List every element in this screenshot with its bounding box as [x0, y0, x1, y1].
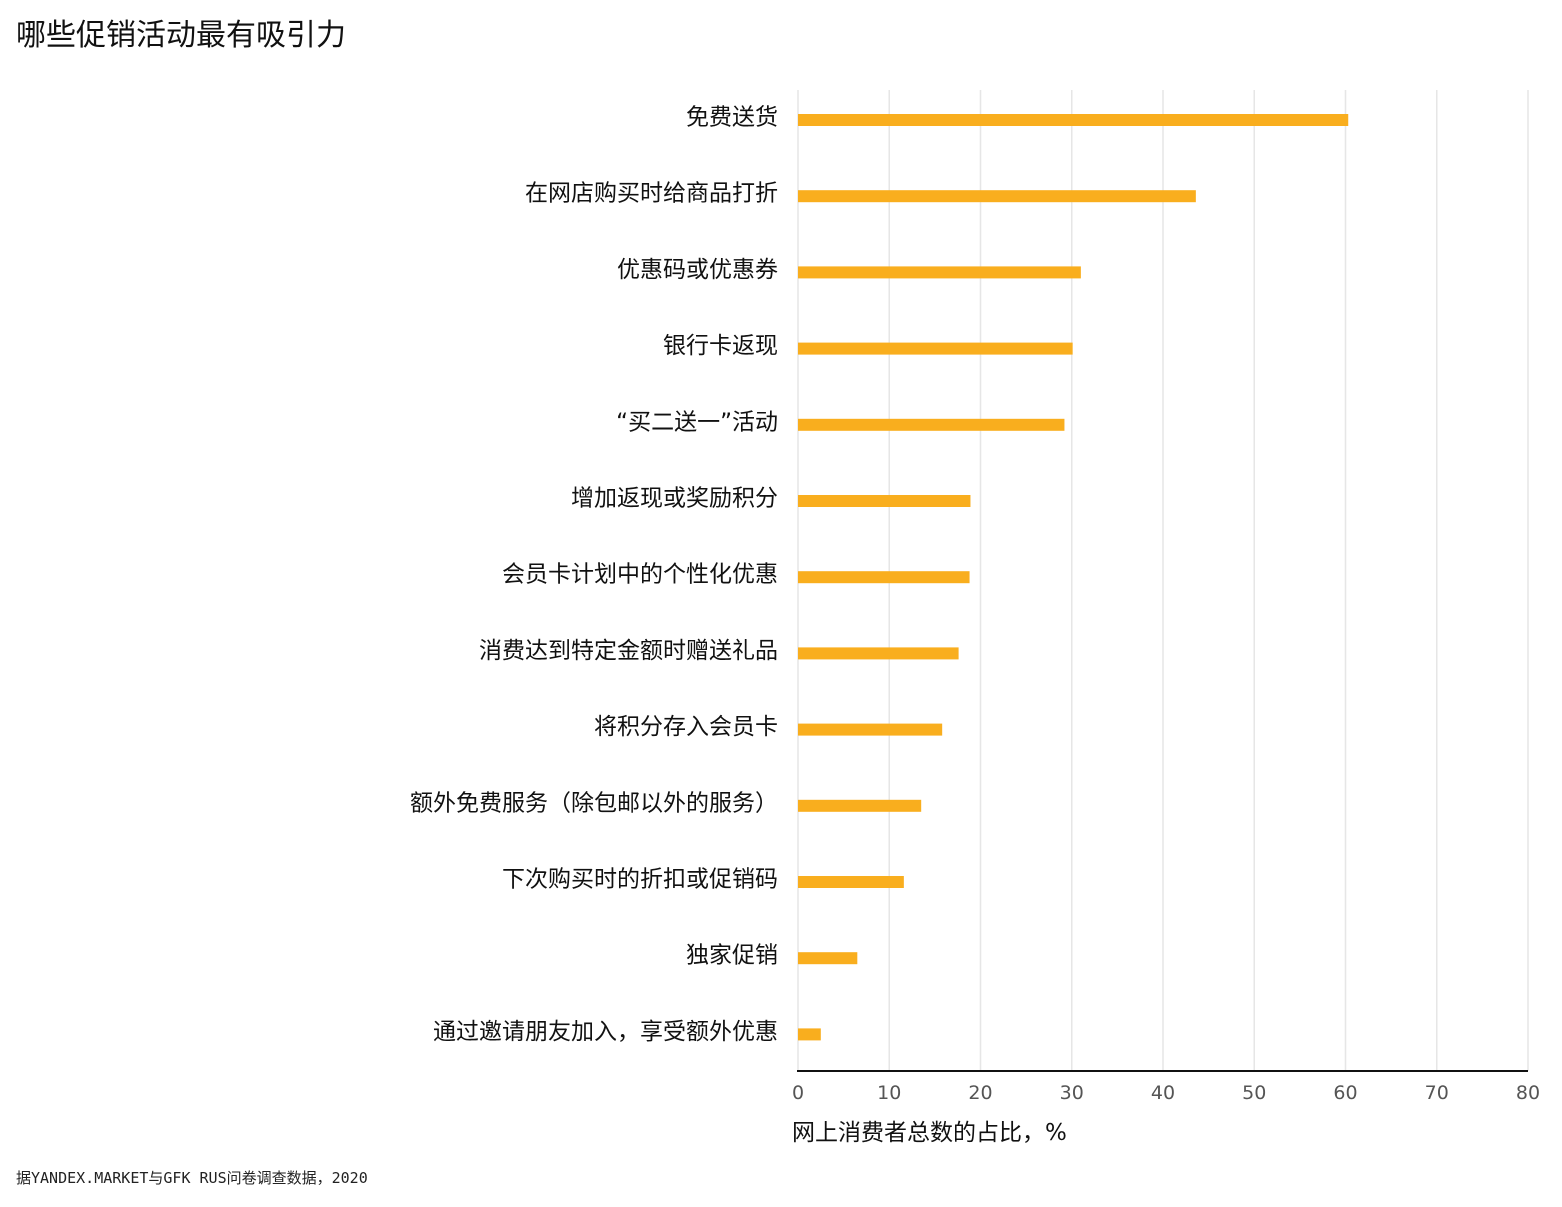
bar-7	[798, 571, 970, 584]
bar-9	[798, 723, 943, 736]
category-label-9: 将积分存入会员卡	[594, 714, 778, 740]
x-tick-label-80: 80	[1516, 1082, 1540, 1104]
category-label-5: “买二送一”活动	[616, 409, 778, 435]
bars	[798, 114, 1349, 1041]
bar-6	[798, 495, 971, 507]
category-label-11: 下次购买时的折扣或促销码	[502, 867, 778, 893]
bar-12	[798, 952, 858, 965]
x-tick-label-70: 70	[1425, 1082, 1449, 1104]
category-label-6: 增加返现或奖励积分	[571, 486, 778, 512]
bar-11	[798, 876, 904, 888]
bar-1	[798, 114, 1349, 126]
category-label-4: 银行卡返现	[663, 333, 778, 359]
category-label-3: 优惠码或优惠券	[617, 257, 778, 283]
bar-5	[798, 418, 1065, 431]
x-tick-label-40: 40	[1151, 1082, 1175, 1104]
bar-2	[798, 190, 1196, 203]
x-axis: 0 10 20 30 40 50 60 70 80	[792, 1070, 1540, 1104]
bar-4	[798, 342, 1073, 355]
source-note: 据YANDEX.MARKET与GFK RUS问卷调查数据，2020	[16, 1169, 368, 1187]
category-label-2: 在网店购买时给商品打折	[525, 181, 778, 207]
x-tick-label-30: 30	[1060, 1082, 1084, 1104]
chart-title: 哪些促销活动最有吸引力	[16, 18, 346, 53]
x-tick-label-50: 50	[1242, 1082, 1266, 1104]
category-label-7: 会员卡计划中的个性化优惠	[502, 562, 778, 588]
category-label-12: 独家促销	[686, 943, 778, 969]
x-axis-title: 网上消费者总数的占比，%	[792, 1120, 1067, 1146]
category-label-8: 消费达到特定金额时赠送礼品	[479, 638, 778, 664]
x-tick-label-0: 0	[792, 1082, 804, 1104]
bar-3	[798, 266, 1081, 279]
x-tick-label-60: 60	[1333, 1082, 1357, 1104]
bar-8	[798, 647, 959, 660]
x-tick-label-10: 10	[877, 1082, 901, 1104]
bar-10	[798, 799, 922, 812]
bar-13	[798, 1028, 821, 1041]
category-label-13: 通过邀请朋友加入，享受额外优惠	[433, 1019, 778, 1045]
category-label-1: 免费送货	[686, 105, 778, 131]
x-tick-label-20: 20	[968, 1082, 992, 1104]
category-label-10: 额外免费服务（除包邮以外的服务）	[410, 790, 778, 816]
